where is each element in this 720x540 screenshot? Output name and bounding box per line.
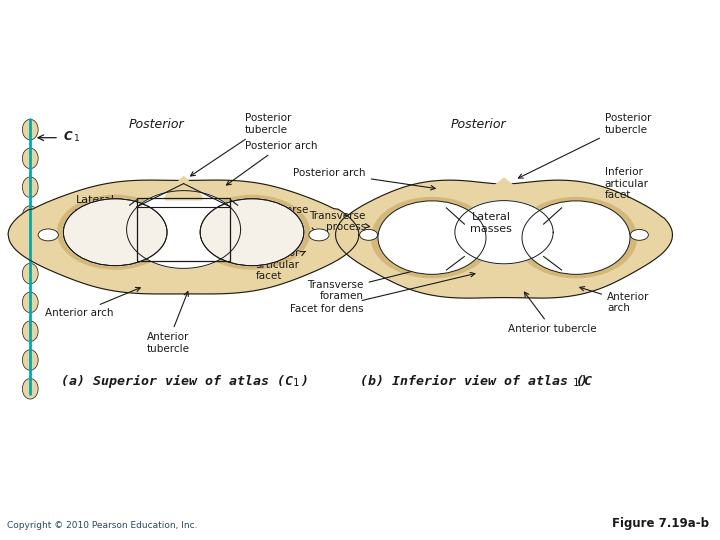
- Ellipse shape: [200, 199, 304, 266]
- Text: Lateral
masses: Lateral masses: [74, 195, 166, 222]
- Text: Lateral
masses: Lateral masses: [470, 212, 512, 234]
- Ellipse shape: [22, 148, 38, 168]
- Text: Inferior
articular
facet: Inferior articular facet: [593, 167, 649, 211]
- Text: Facet for dens: Facet for dens: [290, 273, 475, 314]
- Ellipse shape: [22, 119, 38, 140]
- Text: ): ): [580, 375, 588, 388]
- Text: Posterior arch: Posterior arch: [293, 168, 435, 190]
- Text: Anterior tubercle: Anterior tubercle: [508, 292, 596, 334]
- Text: Transverse
foramen: Transverse foramen: [252, 205, 315, 232]
- Text: (b) Inferior view of atlas (C: (b) Inferior view of atlas (C: [360, 375, 592, 388]
- Text: (a) Superior view of atlas (C: (a) Superior view of atlas (C: [61, 375, 293, 388]
- Bar: [137, 199, 230, 261]
- Text: Posterior: Posterior: [129, 118, 185, 131]
- Ellipse shape: [309, 229, 329, 241]
- Ellipse shape: [63, 199, 167, 266]
- Ellipse shape: [22, 350, 38, 370]
- Ellipse shape: [360, 230, 377, 240]
- Text: C: C: [63, 130, 72, 143]
- Text: Posterior: Posterior: [451, 118, 507, 131]
- Ellipse shape: [522, 201, 630, 274]
- Text: Figure 7.19a-b: Figure 7.19a-b: [612, 517, 709, 530]
- Text: Anterior arch: Anterior arch: [45, 287, 140, 318]
- Text: 1: 1: [572, 378, 579, 388]
- Text: Anterior
tubercle: Anterior tubercle: [146, 292, 189, 354]
- Polygon shape: [336, 180, 672, 298]
- Text: Transverse
foramen: Transverse foramen: [307, 265, 436, 301]
- Text: Superior
articular
facet: Superior articular facet: [256, 248, 305, 281]
- Ellipse shape: [38, 229, 58, 241]
- Polygon shape: [488, 178, 520, 196]
- Ellipse shape: [515, 197, 637, 279]
- Ellipse shape: [22, 379, 38, 399]
- Ellipse shape: [22, 206, 38, 226]
- Ellipse shape: [22, 292, 38, 313]
- Text: ): ): [300, 375, 308, 388]
- Text: 1: 1: [293, 378, 300, 388]
- Ellipse shape: [22, 177, 38, 198]
- Text: Posterior
tubercle: Posterior tubercle: [191, 113, 291, 176]
- Ellipse shape: [22, 264, 38, 284]
- Polygon shape: [8, 180, 359, 294]
- Polygon shape: [168, 275, 199, 289]
- Ellipse shape: [63, 199, 167, 266]
- Ellipse shape: [631, 230, 648, 240]
- Ellipse shape: [194, 195, 310, 270]
- Text: 1: 1: [74, 134, 80, 143]
- Text: Posterior
tubercle: Posterior tubercle: [518, 113, 651, 178]
- Ellipse shape: [57, 195, 174, 270]
- Ellipse shape: [371, 197, 493, 279]
- Ellipse shape: [200, 199, 304, 266]
- Text: Transverse
process: Transverse process: [310, 211, 369, 232]
- Ellipse shape: [378, 201, 486, 274]
- Polygon shape: [166, 177, 202, 200]
- Polygon shape: [455, 201, 553, 264]
- Ellipse shape: [22, 321, 38, 341]
- Polygon shape: [127, 191, 240, 268]
- Text: Copyright © 2010 Pearson Education, Inc.: Copyright © 2010 Pearson Education, Inc.: [7, 521, 198, 530]
- Text: Anterior
arch: Anterior arch: [580, 287, 649, 313]
- Ellipse shape: [22, 234, 38, 255]
- Text: Posterior arch: Posterior arch: [227, 141, 318, 185]
